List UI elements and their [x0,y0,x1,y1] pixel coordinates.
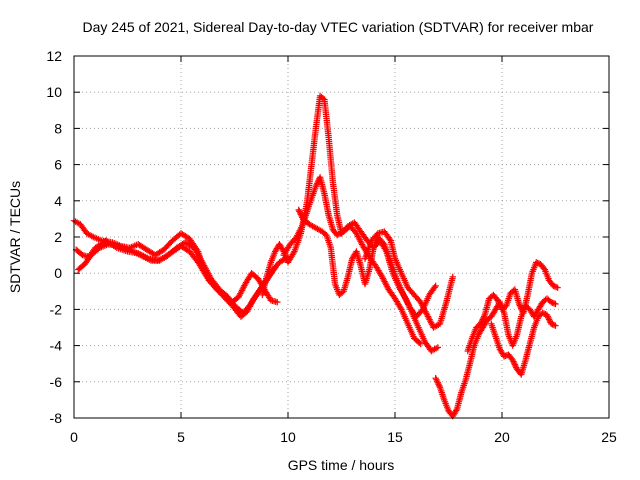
data-point [296,208,303,215]
x-axis-label: GPS time / hours [288,457,395,473]
chart-title: Day 245 of 2021, Sidereal Day-to-day VTE… [83,19,594,35]
y-tick-label: -8 [50,410,63,426]
data-point [548,298,555,306]
data-point [479,316,486,323]
data-point [434,344,441,351]
data-point [545,316,553,323]
data-point [552,322,559,329]
data-point [554,284,561,291]
data-point [543,311,551,319]
data-point [544,313,551,320]
series-track-9 [464,259,561,355]
data-point [270,266,278,273]
x-tick-label: 10 [280,429,296,445]
data-point [297,211,305,218]
data-point [449,273,456,281]
x-tick-label: 0 [70,429,78,445]
data-point [549,321,556,328]
data-point [552,300,559,308]
data-point [296,209,304,217]
data-point [539,309,546,317]
y-tick-label: 12 [46,48,62,64]
tick-layer: 0 5 10 15 20 25 -8 -6 -4 -2 0 2 4 6 8 10 12 [46,48,617,445]
y-tick-label: 2 [54,229,62,245]
data-point [477,320,484,328]
series-track-8 [432,295,559,420]
data-point [511,361,519,368]
data-layer [70,92,561,420]
y-tick-label: 10 [46,84,62,100]
data-point [496,301,504,309]
data-point [478,317,486,325]
data-point [434,379,441,386]
data-point [386,235,393,243]
series-track-10 [488,309,559,378]
data-point [500,353,508,360]
data-point [480,313,488,320]
data-point [379,239,387,246]
x-tick-label: 15 [387,429,403,445]
x-tick-label: 5 [177,429,185,445]
grid-layer [74,56,609,418]
data-point [417,340,424,347]
data-point [432,374,439,382]
data-point [416,339,423,346]
data-point [314,180,321,187]
data-point [551,283,558,290]
data-point [433,377,441,385]
data-point [512,362,519,370]
data-point [550,321,558,329]
series-track-6 [295,206,439,320]
data-point [436,382,443,389]
y-tick-label: 0 [54,265,62,281]
data-point [295,206,302,214]
data-point [546,317,553,325]
data-point [478,319,485,326]
data-point [271,264,279,271]
series-track-3 [75,241,279,320]
data-point [553,283,560,291]
data-point [534,259,541,267]
series-track-7 [361,228,456,331]
y-axis-label: SDTVAR / TECUs [7,181,23,293]
data-point [533,259,540,266]
y-tick-label: -4 [50,338,63,354]
data-point [435,381,442,388]
data-point [494,297,501,304]
data-point [548,320,555,328]
y-tick-label: 8 [54,120,62,136]
data-point [480,314,487,322]
data-point [313,181,320,189]
y-tick-label: 6 [54,157,62,173]
data-point [312,183,320,190]
data-point [540,310,548,317]
y-tick-label: 4 [54,193,62,209]
y-tick-label: -2 [50,301,63,317]
x-tick-label: 25 [601,429,617,445]
data-point [545,314,552,322]
data-point [510,359,518,367]
data-point [432,282,439,290]
y-tick-label: -6 [50,374,63,390]
x-tick-label: 20 [494,429,510,445]
data-point [274,298,281,306]
data-point [433,376,440,383]
data-point [298,212,305,220]
data-point [495,300,503,307]
data-point [550,282,557,290]
data-point [495,298,502,306]
data-point [515,300,523,308]
data-point [517,303,524,311]
data-point [431,284,438,291]
data-point [510,358,517,365]
data-point [509,356,516,364]
data-point [453,407,460,414]
data-point [550,300,558,307]
data-point [549,299,556,306]
